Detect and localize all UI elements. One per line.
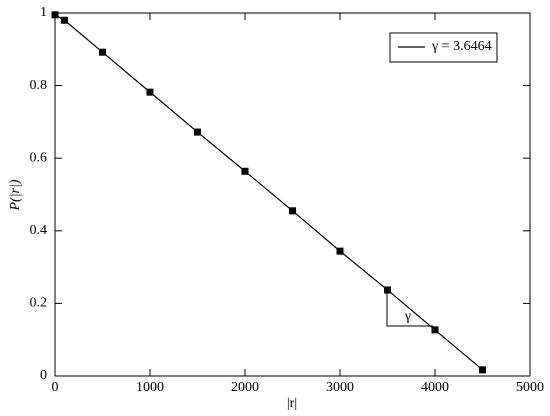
slope-triangle [386, 290, 433, 327]
y-tick-label: 0.4 [30, 223, 48, 238]
marker [194, 128, 201, 136]
marker [479, 366, 486, 374]
y-tick-label: 1 [40, 5, 47, 20]
y-tick-label: 0.8 [30, 78, 48, 93]
marker [336, 247, 344, 255]
annotation: γ [404, 309, 411, 324]
marker [431, 326, 439, 334]
marker [384, 286, 391, 294]
plot-frame [54, 12, 531, 377]
x-tick-label: 0 [52, 380, 59, 395]
x-axis-label: |r| [287, 396, 297, 411]
x-tick-label: 4000 [421, 380, 449, 395]
y-tick-label: 0.2 [30, 296, 48, 311]
y-axis-label: P(|r|) [8, 179, 23, 211]
x-tick-label: 1000 [136, 380, 164, 395]
x-tick-label: 2000 [231, 380, 259, 395]
legend-label: γ = 3.6464 [431, 39, 492, 54]
marker [99, 48, 106, 56]
y-tick-label: 0.6 [30, 150, 48, 165]
marker [51, 11, 59, 19]
series-line [54, 14, 483, 371]
marker [146, 88, 154, 96]
marker [289, 207, 296, 215]
x-tick-label: 3000 [326, 380, 354, 395]
y-tick-label: 0 [40, 368, 47, 383]
marker [241, 167, 249, 175]
marker [61, 16, 68, 24]
x-tick-label: 5000 [516, 380, 544, 395]
